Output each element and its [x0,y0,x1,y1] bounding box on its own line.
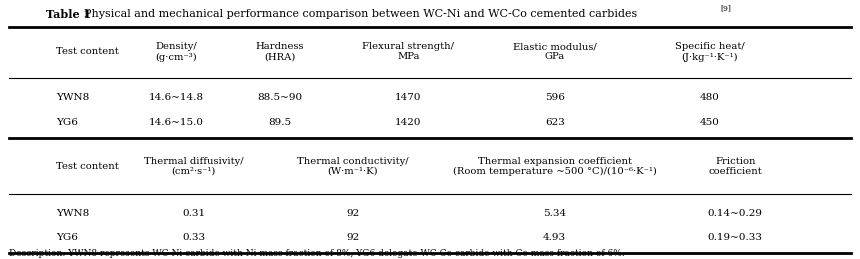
Text: 480: 480 [699,93,720,102]
Text: Test content: Test content [56,162,119,171]
Text: 92: 92 [346,209,359,218]
Text: Specific heat/
(J·kg⁻¹·K⁻¹): Specific heat/ (J·kg⁻¹·K⁻¹) [674,42,745,62]
Text: [9]: [9] [721,5,732,12]
Text: 0.14~0.29: 0.14~0.29 [708,209,763,218]
Text: Description: YWN8 represents WC-Ni carbide with Ni mass fraction of 8%, YG6 dele: Description: YWN8 represents WC-Ni carbi… [9,249,624,258]
Text: Test content: Test content [56,47,119,56]
Text: Thermal conductivity/
(W·m⁻¹·K): Thermal conductivity/ (W·m⁻¹·K) [297,157,408,176]
Text: 4.93: 4.93 [544,233,566,242]
Text: 92: 92 [346,233,359,242]
Text: YG6: YG6 [56,233,77,242]
Text: 88.5~90: 88.5~90 [257,93,302,102]
Text: Friction
coefficient: Friction coefficient [709,157,762,176]
Text: 0.31: 0.31 [182,209,205,218]
Text: 450: 450 [699,118,720,127]
Text: Elastic modulus/
GPa: Elastic modulus/ GPa [513,42,597,61]
Text: 596: 596 [544,93,565,102]
Text: 14.6~14.8: 14.6~14.8 [149,93,204,102]
Text: 1420: 1420 [396,118,421,127]
Text: YWN8: YWN8 [56,93,89,102]
Text: Density/
(g·cm⁻³): Density/ (g·cm⁻³) [156,42,197,62]
Text: YWN8: YWN8 [56,209,89,218]
Text: 0.19~0.33: 0.19~0.33 [708,233,763,242]
Text: Thermal diffusivity/
(cm²·s⁻¹): Thermal diffusivity/ (cm²·s⁻¹) [144,157,243,176]
Text: Flexural strength/
MPa: Flexural strength/ MPa [363,42,454,61]
Text: 1470: 1470 [396,93,421,102]
Text: Thermal expansion coefficient
(Room temperature ~500 °C)/(10⁻⁶·K⁻¹): Thermal expansion coefficient (Room temp… [452,156,657,176]
Text: YG6: YG6 [56,118,77,127]
Text: 89.5: 89.5 [268,118,291,127]
Text: 5.34: 5.34 [544,209,566,218]
Text: Physical and mechanical performance comparison between WC-Ni and WC-Co cemented : Physical and mechanical performance comp… [77,9,637,19]
Text: Table 1: Table 1 [46,9,91,20]
Text: 14.6~15.0: 14.6~15.0 [149,118,204,127]
Text: Hardness
(HRA): Hardness (HRA) [255,42,304,61]
Text: 0.33: 0.33 [182,233,205,242]
Text: 623: 623 [544,118,565,127]
